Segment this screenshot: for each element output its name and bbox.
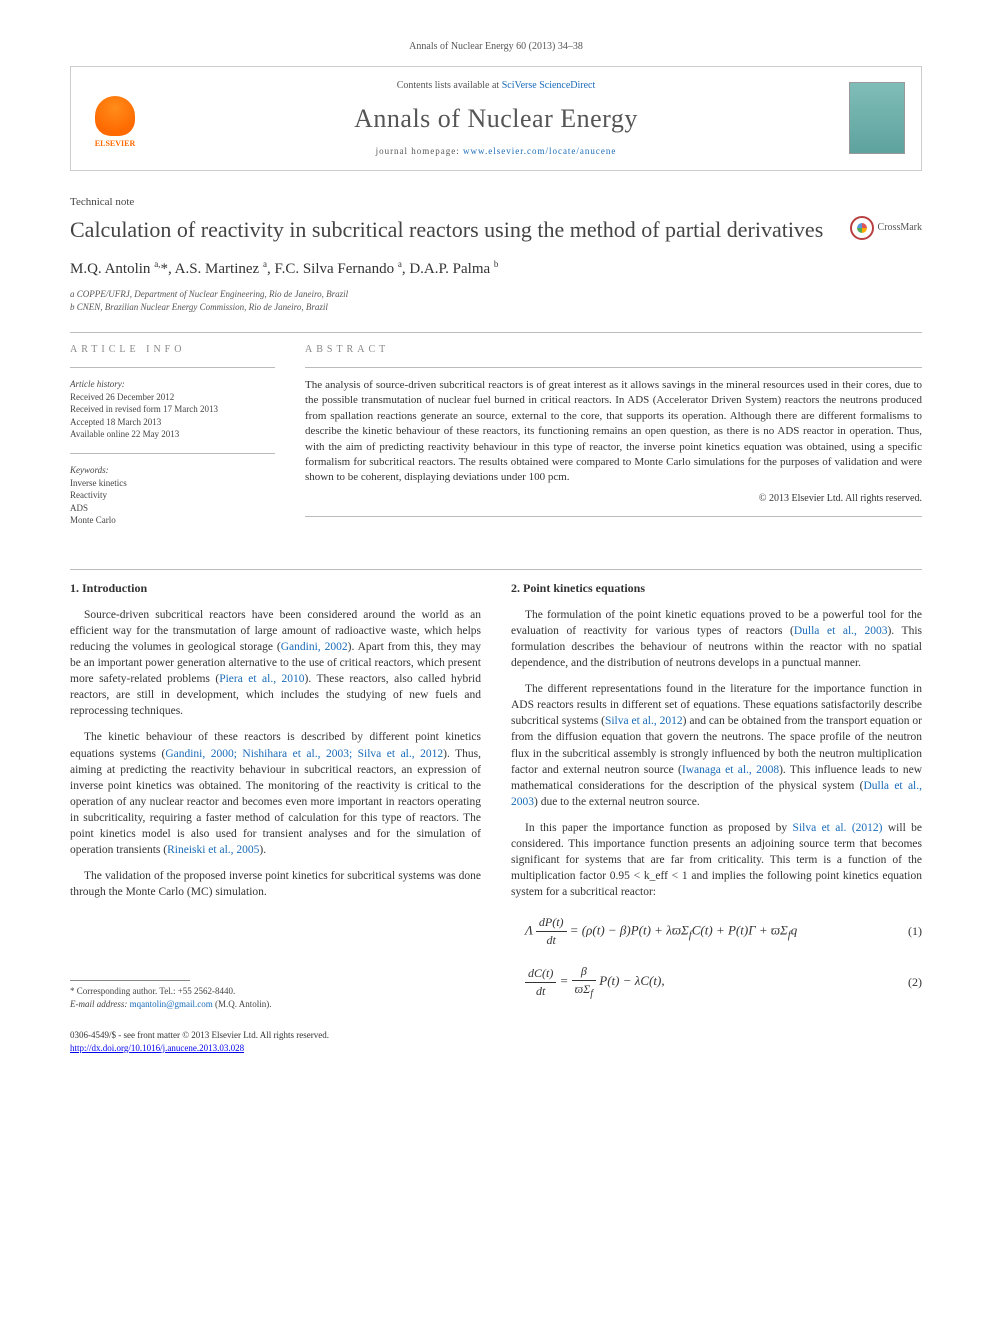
affiliation-b: b CNEN, Brazilian Nuclear Energy Commiss…	[70, 301, 922, 314]
ref-link[interactable]: Dulla et al., 2003	[794, 625, 888, 637]
journal-homepage-link[interactable]: www.elsevier.com/locate/anucene	[463, 146, 616, 156]
equation-number: (2)	[908, 974, 922, 991]
keywords-label: Keywords:	[70, 464, 275, 477]
ref-link[interactable]: Silva et al., 2012	[605, 715, 683, 727]
page-footer: 0306-4549/$ - see front matter © 2013 El…	[70, 1029, 922, 1054]
text: ) due to the external neutron source.	[534, 796, 700, 808]
corresponding-author: * Corresponding author. Tel.: +55 2562-8…	[70, 985, 481, 998]
ref-link[interactable]: Silva et al. (2012)	[793, 822, 883, 834]
ref-link[interactable]: Piera et al., 2010	[219, 673, 304, 685]
journal-name: Annals of Nuclear Energy	[157, 101, 835, 137]
ref-link[interactable]: Gandini, 2002	[281, 641, 348, 653]
history-online: Available online 22 May 2013	[70, 428, 275, 441]
history-label: Article history:	[70, 378, 275, 391]
intro-p2: The kinetic behaviour of these reactors …	[70, 729, 481, 858]
history-received: Received 26 December 2012	[70, 391, 275, 404]
divider	[70, 332, 922, 333]
divider	[305, 367, 922, 368]
pke-p3: In this paper the importance function as…	[511, 820, 922, 900]
article-info-heading: ARTICLE INFO	[70, 343, 275, 357]
intro-p1: Source-driven subcritical reactors have …	[70, 607, 481, 720]
abstract-copyright: © 2013 Elsevier Ltd. All rights reserved…	[305, 492, 922, 506]
crossmark-widget[interactable]: CrossMark	[850, 216, 922, 240]
footnote-block: * Corresponding author. Tel.: +55 2562-8…	[70, 980, 481, 1010]
journal-header: ELSEVIER Contents lists available at Sci…	[70, 66, 922, 171]
journal-reference: Annals of Nuclear Energy 60 (2013) 34–38	[70, 40, 922, 54]
publisher-name: ELSEVIER	[95, 138, 135, 149]
article-type-label: Technical note	[70, 195, 922, 210]
abstract-column: ABSTRACT The analysis of source-driven s…	[305, 343, 922, 539]
affiliations: a COPPE/UFRJ, Department of Nuclear Engi…	[70, 288, 922, 314]
left-column: 1. Introduction Source-driven subcritica…	[70, 580, 481, 1015]
article-title: Calculation of reactivity in subcritical…	[70, 216, 830, 244]
text: In this paper the importance function as…	[525, 822, 793, 834]
affiliation-a: a COPPE/UFRJ, Department of Nuclear Engi…	[70, 288, 922, 301]
journal-homepage-line: journal homepage: www.elsevier.com/locat…	[157, 145, 835, 158]
sciencedirect-link[interactable]: SciVerse ScienceDirect	[502, 80, 596, 91]
keyword: Monte Carlo	[70, 514, 275, 527]
divider	[70, 453, 275, 454]
pke-p1: The formulation of the point kinetic equ…	[511, 607, 922, 671]
footnote-rule	[70, 980, 190, 981]
divider	[70, 569, 922, 570]
text: ). Thus, aiming at predicting the reacti…	[70, 748, 481, 857]
ref-link[interactable]: Iwanaga et al., 2008	[682, 764, 779, 776]
elsevier-tree-icon	[95, 96, 135, 136]
pke-heading: 2. Point kinetics equations	[511, 580, 922, 597]
doi-link[interactable]: http://dx.doi.org/10.1016/j.anucene.2013…	[70, 1043, 244, 1053]
elsevier-logo: ELSEVIER	[87, 87, 143, 149]
intro-heading: 1. Introduction	[70, 580, 481, 597]
abstract-text: The analysis of source-driven subcritica…	[305, 378, 922, 486]
equation-1: Λ dP(t)dt = (ρ(t) − β)P(t) + λϖΣfC(t) + …	[511, 914, 922, 949]
crossmark-icon	[850, 216, 874, 240]
email-label: E-mail address:	[70, 999, 130, 1009]
ref-link[interactable]: Gandini, 2000; Nishihara et al., 2003; S…	[165, 748, 443, 760]
text: ).	[259, 844, 266, 856]
keyword: Inverse kinetics	[70, 477, 275, 490]
contents-prefix: Contents lists available at	[397, 80, 502, 91]
crossmark-label: CrossMark	[878, 221, 922, 235]
journal-cover-thumbnail	[849, 82, 905, 154]
contents-list-line: Contents lists available at SciVerse Sci…	[157, 79, 835, 93]
history-revised: Received in revised form 17 March 2013	[70, 403, 275, 416]
ref-link[interactable]: Rineiski et al., 2005	[167, 844, 259, 856]
right-column: 2. Point kinetics equations The formulat…	[511, 580, 922, 1015]
equation-2: dC(t)dt = βϖΣf P(t) − λC(t), (2)	[511, 963, 922, 1001]
divider	[70, 367, 275, 368]
keyword: ADS	[70, 502, 275, 515]
keyword: Reactivity	[70, 489, 275, 502]
abstract-heading: ABSTRACT	[305, 343, 922, 357]
equation-number: (1)	[908, 923, 922, 940]
history-accepted: Accepted 18 March 2013	[70, 416, 275, 429]
homepage-prefix: journal homepage:	[376, 146, 463, 156]
email-suffix: (M.Q. Antolin).	[213, 999, 272, 1009]
article-info-column: ARTICLE INFO Article history: Received 2…	[70, 343, 275, 539]
intro-p3: The validation of the proposed inverse p…	[70, 868, 481, 900]
authors-line: M.Q. Antolin a,*, A.S. Martinez a, F.C. …	[70, 258, 922, 280]
pke-p2: The different representations found in t…	[511, 681, 922, 810]
front-matter-line: 0306-4549/$ - see front matter © 2013 El…	[70, 1029, 329, 1042]
divider	[305, 516, 922, 517]
email-link[interactable]: mqantolin@gmail.com	[130, 999, 213, 1009]
